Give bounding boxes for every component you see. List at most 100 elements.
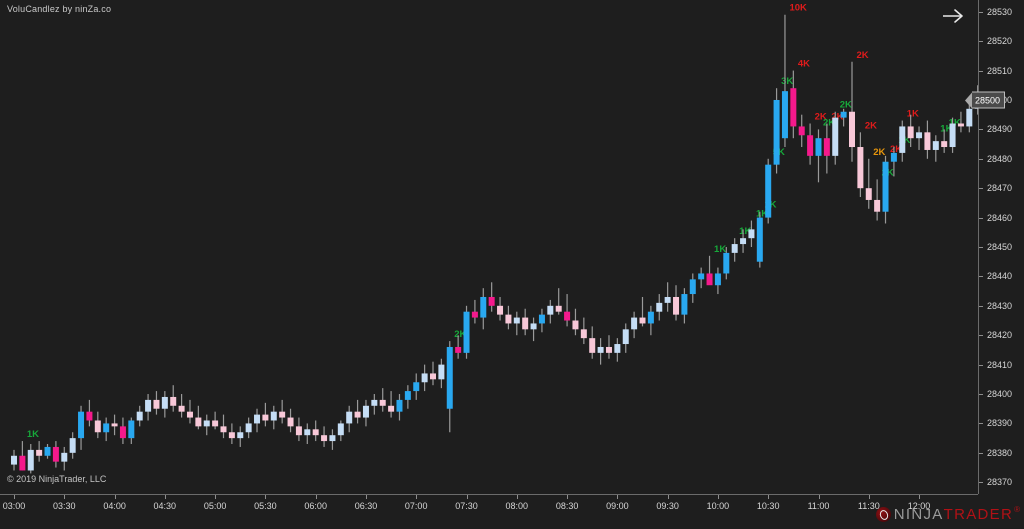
time-tick-label: 06:30	[354, 501, 378, 511]
price-tick	[979, 129, 983, 131]
candle	[857, 132, 864, 198]
candle	[698, 267, 705, 289]
candle	[438, 358, 445, 389]
price-marker-pointer	[965, 92, 972, 108]
candle	[631, 311, 638, 339]
candle	[170, 385, 177, 412]
arrow-right-icon[interactable]	[940, 6, 966, 26]
price-tick-label: 28530	[987, 6, 1013, 17]
candle	[186, 399, 193, 424]
volume-label: 1K	[739, 226, 751, 237]
candle	[119, 417, 126, 445]
price-tick-label: 28420	[987, 330, 1013, 341]
volume-label: 1K	[714, 244, 726, 255]
price-tick	[979, 276, 983, 278]
candle	[52, 441, 59, 468]
candle	[44, 444, 51, 459]
volume-label: 2K	[454, 329, 466, 340]
candle	[103, 417, 110, 442]
volume-label: 2K	[815, 112, 827, 123]
candle	[890, 147, 897, 177]
candle	[639, 296, 646, 327]
time-tick	[818, 495, 820, 499]
time-tick-label: 09:00	[606, 501, 629, 511]
price-tick-label: 28400	[987, 389, 1013, 399]
time-axis[interactable]: 03:00 03:30 04:00 04:30 05:00 05:30 06:00 06:30…	[0, 494, 978, 529]
candle	[212, 411, 219, 430]
candle	[86, 399, 93, 427]
candle	[270, 405, 277, 430]
time-tick	[567, 495, 569, 499]
time-tick	[114, 495, 116, 499]
candle	[36, 441, 43, 462]
price-tick-label: 28410	[987, 359, 1013, 370]
candle	[907, 114, 914, 148]
candle	[295, 417, 302, 442]
time-tick	[215, 495, 217, 499]
price-tick-label: 28370	[987, 477, 1013, 488]
candle	[924, 120, 931, 159]
candle	[497, 296, 504, 321]
time-tick	[919, 495, 920, 499]
candle	[505, 305, 512, 330]
time-tick	[466, 495, 468, 499]
candle	[874, 179, 881, 221]
candle	[337, 420, 344, 442]
price-tick	[979, 482, 983, 484]
price-tick	[979, 70, 983, 72]
candle	[128, 417, 135, 445]
time-tick-label: 11:30	[857, 501, 880, 511]
candle	[153, 391, 160, 415]
candle	[161, 391, 168, 418]
time-tick-label: 11:00	[807, 501, 830, 511]
time-tick-label: 08:00	[505, 501, 529, 511]
candle	[178, 394, 185, 418]
price-tick	[979, 394, 983, 395]
price-tick-label: 28480	[987, 153, 1013, 164]
axis-corner	[978, 494, 1024, 528]
candle	[756, 211, 763, 268]
candle	[94, 411, 101, 439]
candle	[220, 414, 227, 439]
volume-label: 1K	[940, 123, 952, 134]
candle	[656, 294, 663, 321]
candle	[647, 305, 654, 336]
candle	[371, 394, 378, 415]
candle	[530, 317, 537, 342]
price-chart-plot-area[interactable]: 1K2K1K1K1K1K5K3K10K4K2K2K2K2K2K2K2K2K2K1…	[0, 0, 978, 494]
price-tick-label: 28450	[987, 242, 1013, 252]
time-tick	[667, 495, 669, 499]
price-tick-label: 28380	[987, 447, 1013, 458]
volume-label: 1K	[907, 109, 919, 120]
candle	[279, 399, 286, 424]
price-tick	[979, 41, 983, 43]
candle	[664, 282, 671, 312]
price-tick	[979, 364, 983, 366]
price-tick	[979, 423, 983, 425]
price-tick-label: 28470	[987, 183, 1013, 194]
candle	[237, 426, 244, 447]
time-tick	[64, 495, 66, 499]
candle	[564, 294, 571, 327]
candle	[538, 308, 545, 333]
candle	[69, 432, 76, 459]
candle	[681, 288, 688, 324]
price-axis[interactable]: 28530 28520 28510 28500 28490 28480 28470 28460…	[965, 0, 1024, 494]
candle	[781, 14, 788, 148]
candle	[27, 444, 34, 474]
candle	[706, 255, 713, 286]
price-tick	[979, 335, 983, 337]
candle	[555, 288, 562, 315]
candle	[865, 158, 872, 209]
time-tick	[366, 495, 367, 499]
price-tick-label: 28440	[987, 271, 1013, 282]
time-tick	[717, 495, 719, 499]
candle	[740, 229, 747, 253]
price-tick	[979, 11, 983, 13]
price-tick-label: 28460	[987, 212, 1013, 223]
time-tick-label: 12:00	[907, 501, 931, 511]
volume-label: 1K	[756, 209, 768, 220]
candle	[673, 285, 680, 321]
last-price-marker[interactable]: 28500	[965, 91, 1006, 109]
